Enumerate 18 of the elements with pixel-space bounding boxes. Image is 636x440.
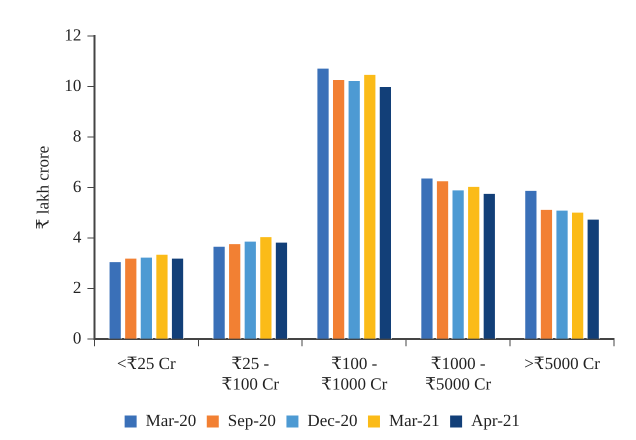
legend-label: Sep-20 [228,410,276,430]
y-axis-title: ₹ lakh crore [34,146,53,230]
x-tick-label: ₹1000 - ₹5000 Cr [425,354,492,394]
legend-label: Dec-20 [307,410,358,430]
y-tick-label: 2 [72,278,82,298]
y-tick-label: 6 [72,177,82,196]
y-tick-label: 4 [72,228,82,247]
legend-label: Mar-20 [146,410,196,430]
y-tick-label: 10 [64,76,82,95]
legend-label: Apr-21 [471,410,520,430]
legend-label: Mar-21 [388,410,440,430]
x-tick-label: ₹100 - ₹1000 Cr [321,354,388,394]
y-tick-label: 12 [64,25,82,44]
x-tick-label: >₹5000 Cr [524,354,600,373]
y-tick-label: 0 [72,328,82,348]
y-tick-label: 8 [72,126,82,146]
x-tick-label: ₹25 - ₹100 Cr [221,354,280,394]
x-tick-label: <₹25 Cr [117,354,176,373]
